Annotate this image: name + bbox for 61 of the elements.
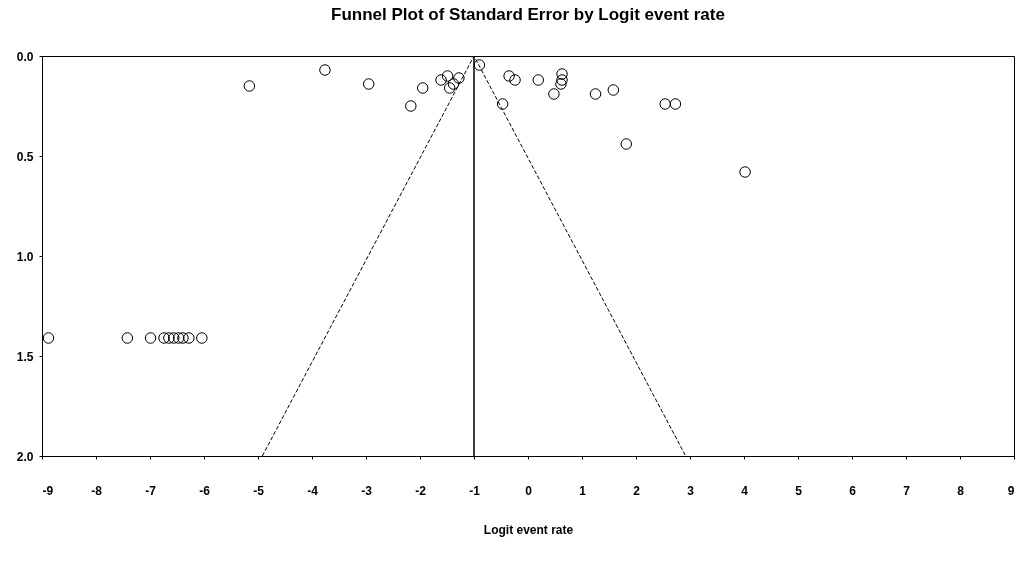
x-tick-label: 3 bbox=[687, 483, 695, 498]
x-tick-label: -7 bbox=[145, 483, 157, 498]
x-tick-label: 8 bbox=[957, 483, 965, 498]
point bbox=[405, 100, 417, 112]
point bbox=[435, 74, 447, 86]
point bbox=[496, 98, 509, 110]
point bbox=[556, 74, 568, 86]
y-tick-label: 0.5 bbox=[16, 149, 34, 164]
point bbox=[416, 82, 429, 94]
point bbox=[443, 82, 456, 94]
point bbox=[243, 80, 256, 92]
point bbox=[473, 59, 486, 71]
point bbox=[196, 332, 208, 344]
point bbox=[659, 98, 671, 110]
point bbox=[319, 64, 331, 76]
x-tick-label: 5 bbox=[795, 483, 803, 498]
y-tick-label: 1.5 bbox=[16, 349, 34, 364]
point bbox=[447, 78, 460, 90]
y-tick-label: 2.0 bbox=[16, 449, 34, 464]
point bbox=[620, 138, 633, 150]
point bbox=[555, 78, 567, 90]
point bbox=[172, 332, 185, 344]
point bbox=[441, 70, 454, 82]
y-tick-label: 0.0 bbox=[16, 49, 34, 64]
point bbox=[362, 78, 375, 90]
chart-title: Funnel Plot of Standard Error by Logit event rate bbox=[331, 5, 725, 24]
point bbox=[177, 332, 189, 344]
x-tick-label: 7 bbox=[903, 483, 911, 498]
x-tick-label: 9 bbox=[1007, 483, 1015, 498]
point bbox=[453, 72, 465, 84]
point bbox=[158, 332, 170, 344]
point bbox=[556, 68, 568, 80]
y-tick-label: 1.0 bbox=[16, 249, 34, 264]
x-tick-label: 6 bbox=[849, 483, 857, 498]
point bbox=[121, 332, 134, 344]
point bbox=[509, 74, 521, 86]
x-tick-label: 2 bbox=[633, 483, 641, 498]
point bbox=[669, 98, 682, 110]
x-tick-label: -8 bbox=[91, 483, 103, 498]
x-tick-label: -1 bbox=[469, 483, 481, 498]
x-tick-label: -3 bbox=[361, 483, 373, 498]
point bbox=[168, 332, 180, 344]
x-tick-label: 1 bbox=[579, 483, 587, 498]
point bbox=[183, 332, 195, 344]
point bbox=[163, 332, 175, 344]
x-tick-label: -4 bbox=[307, 483, 319, 498]
x-tick-label: -6 bbox=[199, 483, 211, 498]
point bbox=[548, 88, 560, 100]
x-axis-title: Logit event rate bbox=[483, 522, 574, 537]
x-tick-label: -9 bbox=[42, 483, 54, 498]
point bbox=[607, 84, 620, 96]
point bbox=[503, 70, 515, 82]
x-tick-label: 0 bbox=[525, 483, 533, 498]
x-tick-label: -2 bbox=[415, 483, 427, 498]
x-tick-label: 4 bbox=[741, 483, 749, 498]
point bbox=[532, 74, 544, 86]
point bbox=[589, 88, 602, 100]
x-tick-label: -5 bbox=[253, 483, 265, 498]
point bbox=[144, 332, 157, 344]
point bbox=[42, 332, 55, 344]
point bbox=[739, 166, 751, 178]
